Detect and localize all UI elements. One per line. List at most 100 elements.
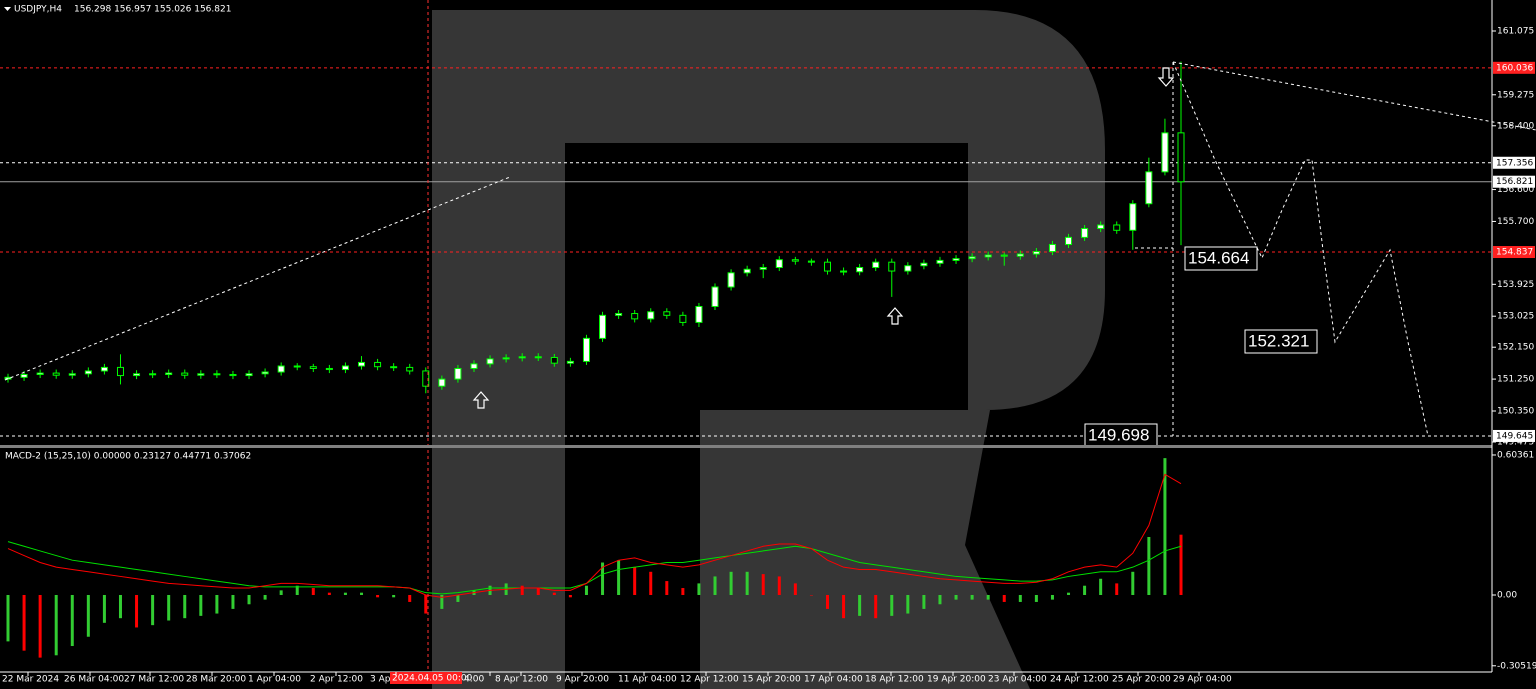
price-level-label: 157.356 xyxy=(1496,158,1533,168)
x-tick-label: 29 Apr 04:00 xyxy=(1173,675,1232,685)
histogram-bar xyxy=(745,571,749,595)
y-tick-label: 152.150 xyxy=(1497,343,1534,353)
x-tick-label: 11 Apr 04:00 xyxy=(618,675,677,685)
crosshair-label-bg xyxy=(390,672,462,684)
candle-body xyxy=(422,370,430,387)
histogram-bar xyxy=(311,588,315,595)
candle-body xyxy=(341,365,349,371)
histogram-bar xyxy=(6,594,10,642)
x-tick-label: 2 Apr 12:00 xyxy=(310,675,363,685)
arrow-up xyxy=(472,391,490,409)
y-tick-label: -0.30519 xyxy=(1497,661,1536,671)
indicator-line xyxy=(7,541,1182,595)
histogram-bar xyxy=(408,594,412,602)
watermark-leg xyxy=(700,410,1030,689)
histogram-bar xyxy=(649,571,653,595)
annotation-text: 149.698 xyxy=(1088,425,1149,444)
histogram-bar xyxy=(38,594,42,658)
candle-body xyxy=(807,260,815,263)
price-level-label-bg xyxy=(1493,246,1535,259)
histogram-bar xyxy=(327,592,331,595)
x-tick-label: 23 Apr 04:00 xyxy=(988,675,1047,685)
histogram-bar xyxy=(777,576,781,595)
histogram-bar xyxy=(1002,594,1006,602)
x-tick-label: 17 Apr 04:00 xyxy=(804,675,863,685)
candle-body xyxy=(1113,224,1121,231)
candle-body xyxy=(631,313,639,320)
candle-body xyxy=(711,286,719,307)
candle-body xyxy=(743,268,751,274)
candle-body xyxy=(984,254,992,258)
candle-body xyxy=(1129,203,1137,231)
histogram-bar xyxy=(890,594,894,616)
histogram-bar xyxy=(360,592,364,595)
candle-body xyxy=(84,370,92,375)
candle-body xyxy=(325,367,333,371)
histogram-bar xyxy=(279,590,283,595)
header-values: 156.298 156.957 155.026 156.821 xyxy=(74,5,231,15)
candle-body xyxy=(165,372,173,375)
candle-body xyxy=(4,376,12,380)
y-tick-label: 155.700 xyxy=(1497,217,1534,227)
histogram-bar xyxy=(568,594,572,598)
candle-body xyxy=(36,372,44,375)
histogram-bar xyxy=(1131,571,1135,595)
candle-body xyxy=(261,371,269,375)
histogram-bar xyxy=(1018,594,1022,602)
candle-body xyxy=(534,356,542,359)
candle-body xyxy=(1032,251,1040,255)
x-tick-label: 18 Apr 12:00 xyxy=(865,675,924,685)
x-tick-label: 4:00 xyxy=(464,675,484,685)
price-level-label-bg xyxy=(1493,429,1535,442)
candle-body xyxy=(904,265,912,272)
y-tick-label: 153.025 xyxy=(1497,312,1534,322)
y-tick-label: 0.00 xyxy=(1497,590,1517,600)
candle-body xyxy=(1065,236,1073,245)
trend-line xyxy=(1172,61,1536,131)
histogram-bar xyxy=(665,581,669,595)
x-tick-label: 1 Apr 04:00 xyxy=(248,675,301,685)
price-level-label: 149.645 xyxy=(1496,431,1533,441)
histogram-bar xyxy=(1067,592,1071,595)
histogram-bar xyxy=(1147,537,1151,595)
histogram-bar xyxy=(343,592,347,595)
x-tick-label: 9 Apr 20:00 xyxy=(556,675,609,685)
candle-body xyxy=(968,256,976,260)
price-level-label-bg xyxy=(1493,156,1535,169)
histogram-bar xyxy=(1083,585,1087,595)
candle-body xyxy=(550,356,558,364)
histogram-bar xyxy=(825,594,829,609)
watermark-stem xyxy=(432,10,565,689)
candle-body xyxy=(374,361,382,368)
x-tick-label: 8 Apr 12:00 xyxy=(495,675,548,685)
arrows xyxy=(472,67,1175,409)
candle-body xyxy=(920,262,928,267)
histogram-bar xyxy=(199,594,203,616)
candle-body xyxy=(181,372,189,376)
candle-body xyxy=(406,366,414,372)
candle-body xyxy=(566,360,574,364)
histogram-bar xyxy=(552,592,556,595)
candle-body xyxy=(358,361,366,367)
candle-body xyxy=(582,337,590,362)
candle-body xyxy=(1161,132,1169,173)
forecast-lines xyxy=(4,61,1536,437)
annotation-box xyxy=(1184,246,1258,271)
histogram-bar xyxy=(1179,534,1183,595)
candle-body xyxy=(823,261,831,272)
histogram-bar xyxy=(858,594,862,616)
candle-body xyxy=(679,314,687,323)
histogram-bar xyxy=(135,594,139,628)
x-tick-label: 3 Ap xyxy=(370,675,391,685)
price-level-label: 156.821 xyxy=(1496,177,1533,187)
histogram-bar xyxy=(1034,594,1038,602)
symbol-title: USDJPY,H4 xyxy=(14,5,62,15)
candle-body xyxy=(133,373,141,377)
price-level-label: 154.837 xyxy=(1496,248,1533,258)
candle-body xyxy=(727,272,735,288)
candle-body xyxy=(856,266,864,273)
y-tick-label: 0.60361 xyxy=(1497,450,1534,460)
histogram-bar xyxy=(295,585,299,595)
candle-body xyxy=(695,305,703,323)
candle-body xyxy=(293,365,301,368)
